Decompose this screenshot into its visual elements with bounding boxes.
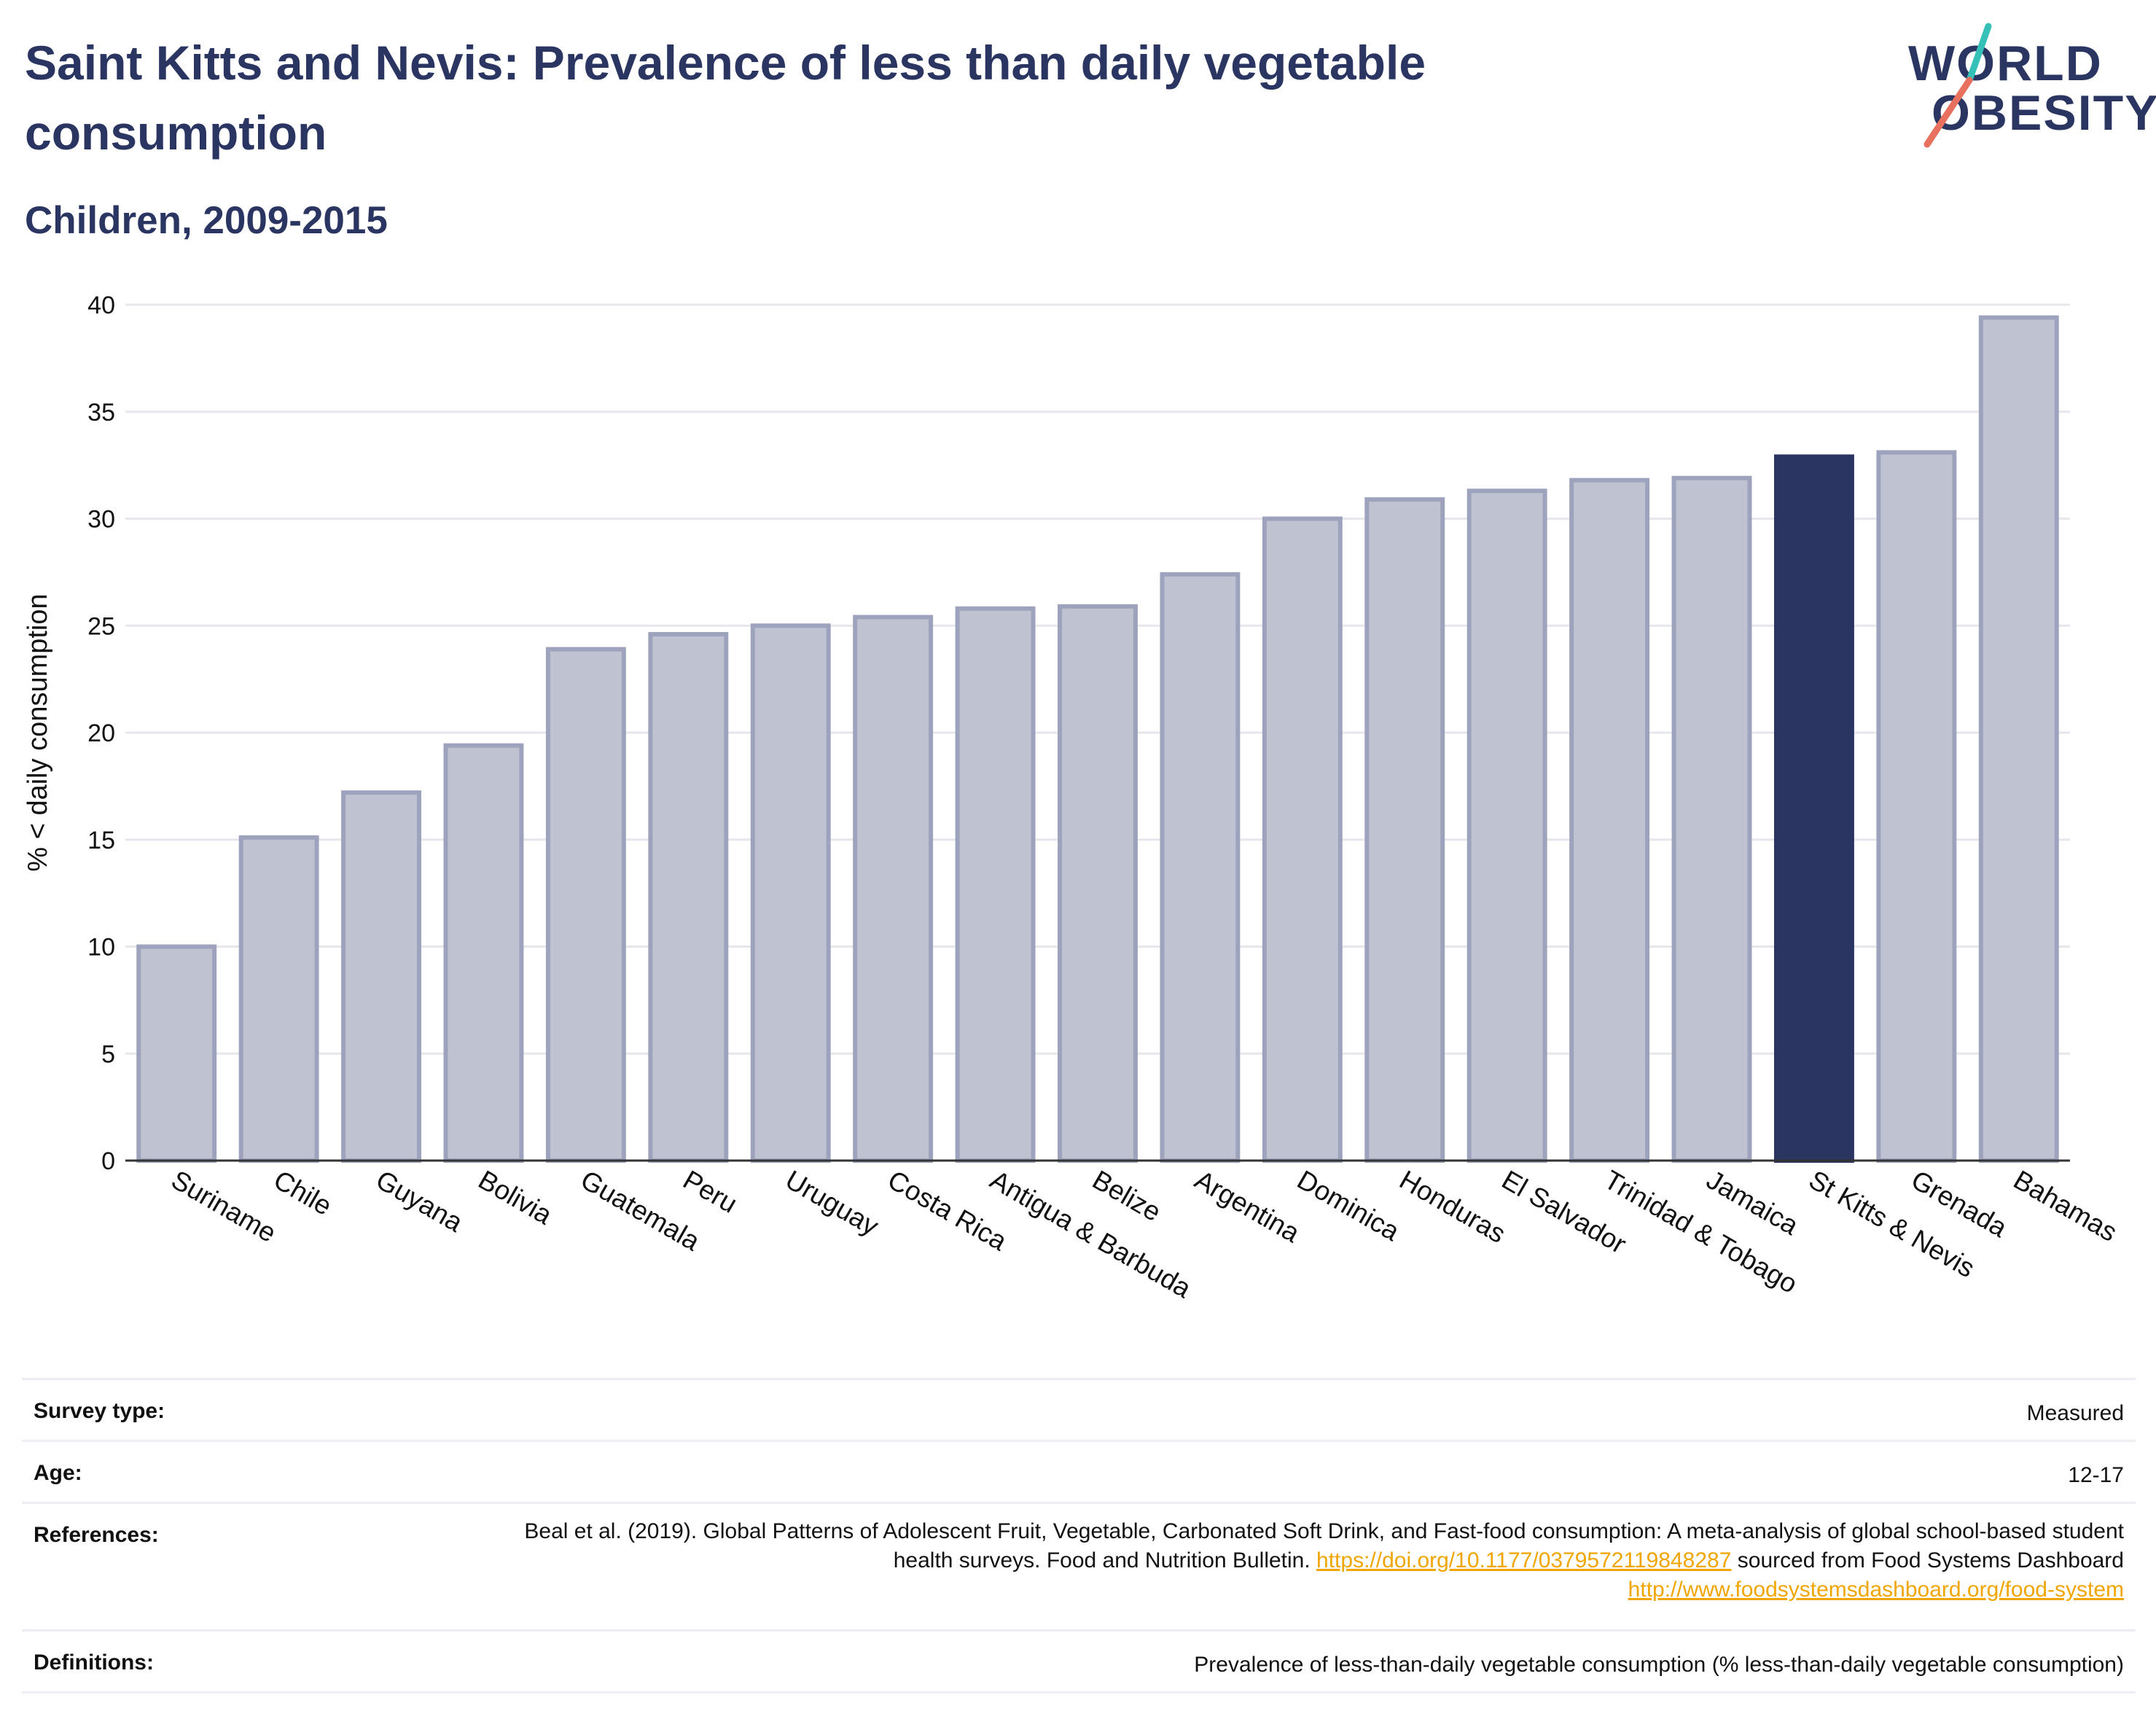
definitions-row: Definitions: Prevalence of less-than-dai… xyxy=(22,1629,2136,1693)
y-axis-ticks: 0 5 10 15 20 25 30 35 40 xyxy=(87,292,115,1175)
logo-slash-icon xyxy=(1923,23,1992,148)
bar-bolivia xyxy=(443,743,524,1163)
chart-bars xyxy=(136,315,2059,1163)
y-tick-label: 15 xyxy=(87,827,115,854)
bar-belize xyxy=(1058,604,1138,1163)
y-tick-label: 10 xyxy=(87,934,115,962)
bar-st-kitts-nevis xyxy=(1773,454,1854,1163)
metadata-table: Survey type: Measured Age: 12-17 Referen… xyxy=(22,1378,2136,1693)
x-tick-label: Argentina xyxy=(1190,1164,1305,1248)
references-value: Beal et al. (2019). Global Patterns of A… xyxy=(520,1517,2124,1605)
logo-line-1: WORLD xyxy=(1908,36,2103,91)
age-value: 12-17 xyxy=(2068,1463,2124,1487)
y-tick-label: 35 xyxy=(87,399,115,426)
doi-link[interactable]: https://doi.org/10.1177/0379572119848287 xyxy=(1316,1548,1732,1572)
bar-bahamas xyxy=(1978,315,2059,1163)
bar-costa-rica xyxy=(853,615,934,1163)
bar-antigua-barbuda xyxy=(955,606,1036,1163)
bar-chart: 0 5 10 15 20 25 30 35 40 % < daily consumption S… xyxy=(23,292,2122,1303)
x-tick-label: Bolivia xyxy=(473,1164,557,1230)
survey-type-row: Survey type: Measured xyxy=(22,1378,2136,1440)
bar-el-salvador xyxy=(1466,488,1547,1163)
bar-honduras xyxy=(1364,497,1445,1163)
page-title: Saint Kitts and Nevis: Prevalence of les… xyxy=(25,36,1426,160)
y-tick-label: 40 xyxy=(87,292,115,319)
definitions-value: Prevalence of less-than-daily vegetable … xyxy=(1194,1653,2124,1677)
bar-peru xyxy=(648,631,729,1163)
definitions-label: Definitions: xyxy=(34,1650,154,1675)
y-tick-label: 20 xyxy=(87,720,115,747)
references-text-1: Beal et al. (2019). Global Patterns of A… xyxy=(524,1519,2124,1572)
age-row: Age: 12-17 xyxy=(22,1440,2136,1502)
bar-uruguay xyxy=(750,623,831,1163)
bar-trinidad-tobago xyxy=(1569,478,1650,1163)
y-tick-label: 30 xyxy=(87,506,115,534)
x-tick-label: Uruguay xyxy=(781,1164,884,1242)
bar-dominica xyxy=(1262,516,1343,1163)
bar-guyana xyxy=(341,790,422,1163)
bar-suriname xyxy=(136,944,217,1163)
x-tick-label: Chile xyxy=(269,1164,337,1221)
x-tick-label: Bahamas xyxy=(2009,1164,2122,1247)
references-label: References: xyxy=(34,1523,159,1547)
page-subtitle: Children, 2009-2015 xyxy=(25,199,388,242)
x-tick-label: Peru xyxy=(678,1164,742,1219)
x-tick-label: Belize xyxy=(1087,1164,1166,1227)
x-tick-label: Dominica xyxy=(1292,1164,1405,1247)
survey-type-value: Measured xyxy=(2026,1401,2124,1425)
references-row: References: Beal et al. (2019). Global P… xyxy=(22,1502,2136,1629)
x-tick-label: Suriname xyxy=(166,1164,281,1248)
survey-type-label: Survey type: xyxy=(34,1399,165,1423)
bar-guatemala xyxy=(545,647,626,1163)
age-label: Age: xyxy=(34,1461,82,1485)
y-tick-label: 0 xyxy=(101,1147,115,1175)
logo-line-2: OBESITY xyxy=(1932,85,2156,141)
x-tick-label: Guyana xyxy=(371,1164,468,1238)
bar-jamaica xyxy=(1671,475,1752,1163)
references-text-2: sourced from Food Systems Dashboard xyxy=(1731,1548,2124,1572)
y-tick-label: 5 xyxy=(101,1040,115,1068)
x-tick-label: Honduras xyxy=(1394,1164,1510,1249)
bar-argentina xyxy=(1160,572,1241,1163)
y-axis-label: % < daily consumption xyxy=(23,593,53,871)
bar-grenada xyxy=(1876,450,1957,1163)
y-tick-label: 25 xyxy=(87,612,115,640)
bar-chile xyxy=(238,835,319,1163)
world-obesity-logo: WORLD OBESITY xyxy=(1902,20,2156,152)
food-systems-link[interactable]: http://www.foodsystemsdashboard.org/food… xyxy=(1628,1578,2124,1602)
